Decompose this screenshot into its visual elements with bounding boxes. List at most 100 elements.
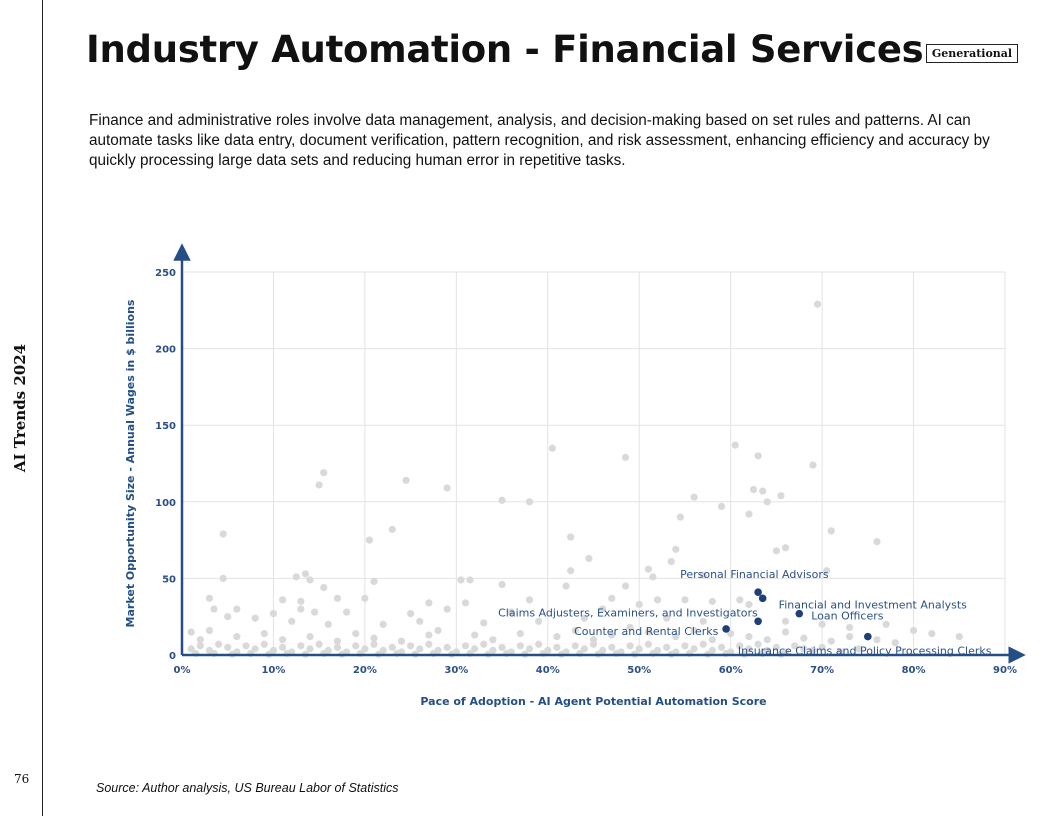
- background-point: [681, 596, 689, 604]
- background-point: [269, 610, 278, 618]
- y-tick-label: 50: [162, 574, 176, 585]
- background-point: [553, 633, 561, 641]
- background-point: [690, 645, 698, 653]
- background-point: [791, 642, 799, 650]
- background-point: [585, 554, 593, 563]
- highlighted-occupations: Personal Financial Advisors Financial and…: [498, 568, 992, 657]
- background-point: [210, 605, 218, 613]
- background-point: [370, 634, 378, 642]
- background-point: [525, 645, 534, 653]
- x-tick-label: 10%: [261, 665, 285, 676]
- x-axis-label: Pace of Adoption - AI Agent Potential Au…: [420, 695, 766, 708]
- background-point: [535, 617, 543, 625]
- background-point: [370, 640, 378, 648]
- chart-axes: [173, 243, 1026, 664]
- background-point: [809, 461, 817, 469]
- background-point: [397, 637, 406, 645]
- background-point: [772, 547, 780, 555]
- y-axis-label: Market Opportunity Size - Annual Wages i…: [124, 299, 137, 627]
- background-point: [571, 642, 579, 650]
- background-point: [224, 643, 232, 651]
- background-point: [260, 629, 268, 638]
- background-point: [717, 502, 726, 510]
- background-point: [608, 631, 616, 639]
- background-point: [352, 642, 360, 650]
- highlighted-point-label: Personal Financial Advisors: [680, 568, 829, 581]
- x-tick-label: 30%: [444, 665, 468, 676]
- background-point: [333, 643, 342, 651]
- background-point: [516, 629, 524, 638]
- highlighted-point: [722, 625, 730, 633]
- x-tick-label: 0%: [174, 665, 191, 676]
- highlighted-point-label: Loan Officers: [811, 610, 884, 623]
- background-point: [745, 633, 753, 641]
- background-point: [955, 633, 963, 641]
- background-point: [649, 573, 657, 581]
- background-point: [548, 444, 556, 452]
- background-point: [297, 642, 305, 650]
- background-point: [333, 637, 342, 645]
- sidebar-publication-title: AI Trends 2024: [11, 343, 29, 473]
- highlighted-point-label: Insurance Claims and Policy Processing C…: [738, 645, 992, 658]
- background-point: [635, 600, 643, 609]
- sidebar-divider: [42, 0, 43, 816]
- background-point: [489, 636, 497, 644]
- background-point: [233, 605, 241, 613]
- background-point: [535, 640, 543, 648]
- background-point: [580, 614, 588, 622]
- background-point: [567, 533, 575, 541]
- background-point: [333, 594, 342, 602]
- y-tick-label: 100: [155, 498, 176, 509]
- background-point: [681, 642, 689, 650]
- background-point: [873, 636, 881, 644]
- background-point: [873, 538, 881, 546]
- background-point: [727, 629, 735, 638]
- background-point: [388, 643, 396, 651]
- background-point: [251, 645, 259, 653]
- background-point: [626, 642, 634, 650]
- background-point: [759, 487, 767, 495]
- background-point: [891, 639, 899, 647]
- background-point: [599, 605, 607, 613]
- background-point: [644, 640, 652, 648]
- background-point: [909, 626, 918, 635]
- background-point: [205, 594, 214, 602]
- background-point: [498, 580, 506, 589]
- background-point: [260, 640, 268, 648]
- background-point: [461, 642, 470, 650]
- background-point: [402, 476, 410, 484]
- background-point: [196, 642, 204, 650]
- y-tick-label: 150: [155, 421, 176, 432]
- background-point: [425, 640, 433, 648]
- background-point: [699, 617, 707, 625]
- background-point: [754, 640, 762, 648]
- background-point: [644, 565, 652, 573]
- background-point: [425, 631, 433, 639]
- background-point: [589, 640, 598, 648]
- background-point: [320, 469, 328, 477]
- y-tick-label: 200: [155, 345, 176, 356]
- background-point: [407, 642, 415, 650]
- x-tick-label: 80%: [902, 665, 926, 676]
- background-point: [663, 643, 671, 651]
- highlighted-point: [754, 588, 762, 596]
- background-point: [315, 481, 323, 489]
- background-point: [608, 594, 616, 602]
- x-tick-label: 20%: [353, 665, 377, 676]
- background-point: [434, 626, 442, 635]
- background-point: [818, 620, 826, 628]
- background-point: [288, 617, 296, 625]
- background-point: [763, 498, 771, 506]
- background-point: [626, 623, 634, 632]
- x-tick-label: 50%: [627, 665, 651, 676]
- background-point: [242, 642, 250, 650]
- highlighted-point: [795, 609, 804, 618]
- background-point: [352, 629, 360, 638]
- highlighted-point: [758, 594, 767, 603]
- background-point: [443, 484, 451, 492]
- background-point: [370, 577, 378, 586]
- background-point: [621, 582, 630, 590]
- background-point: [297, 605, 305, 613]
- background-point: [416, 645, 424, 653]
- background-point: [553, 643, 561, 651]
